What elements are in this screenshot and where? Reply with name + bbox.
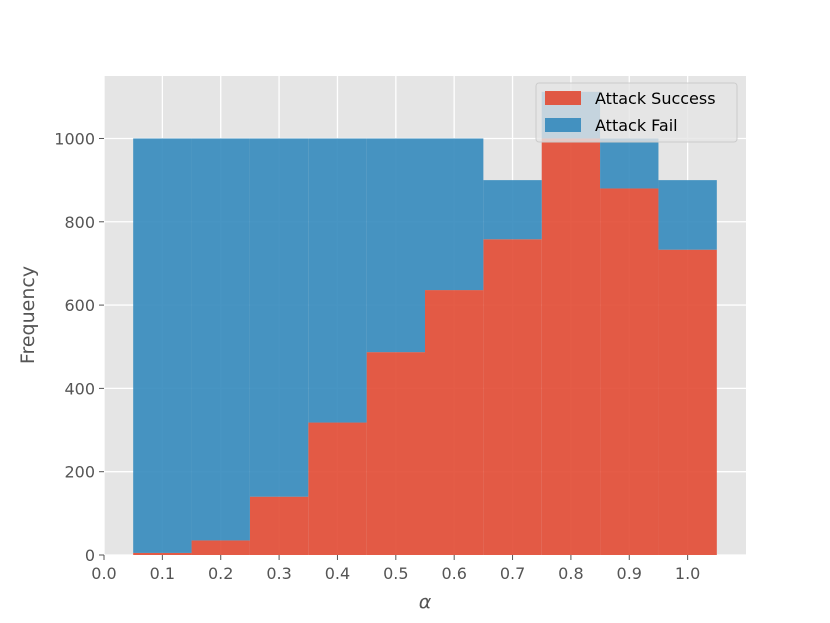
bar-attack-fail [658,180,717,250]
x-tick-label: 0.4 [325,564,350,583]
legend-swatch-attack-fail [545,118,581,132]
y-axis-label: Frequency [17,266,39,364]
bar-attack-success [191,540,250,555]
legend-label-attack-fail: Attack Fail [595,116,678,135]
x-tick-label: 0.9 [617,564,642,583]
bar-attack-fail [249,138,309,497]
bar-attack-success [249,496,309,555]
x-tick-label: 0.0 [91,564,116,583]
bar-attack-success [308,422,367,555]
bar-attack-fail [366,138,425,353]
bar-attack-success [541,138,601,555]
bar-attack-success [133,552,192,555]
bar-attack-success [483,239,542,555]
legend-label-attack-success: Attack Success [595,89,716,108]
y-tick-label: 200 [64,463,95,482]
bar-attack-fail [600,138,659,189]
bar-attack-fail [191,138,250,541]
y-axis-ticks: 0 200 400 600 800 1000 [54,129,104,565]
histogram-bars [133,91,717,555]
x-tick-label: 0.6 [441,564,466,583]
legend: Attack Success Attack Fail [535,82,738,143]
bar-attack-success [658,249,717,555]
x-tick-label: 0.5 [383,564,408,583]
bar-attack-success [425,290,484,555]
x-tick-label: 0.2 [208,564,233,583]
y-tick-label: 0 [85,546,95,565]
y-tick-label: 800 [64,213,95,232]
x-tick-label: 1.0 [675,564,700,583]
legend-swatch-attack-success [545,91,581,105]
y-tick-label: 1000 [54,129,95,148]
y-tick-label: 600 [64,296,95,315]
x-tick-label: 0.1 [150,564,175,583]
x-axis-ticks: 0.0 0.1 0.2 0.3 0.4 0.5 0.6 0.7 0.8 0.9 1.0 [91,555,700,583]
x-tick-label: 0.8 [558,564,583,583]
y-tick-label: 400 [64,379,95,398]
bar-attack-fail [425,138,484,291]
bar-attack-success [600,188,659,555]
bar-attack-fail [308,138,367,423]
bar-attack-success [366,352,425,555]
legend-box [535,82,738,143]
x-tick-label: 0.7 [500,564,525,583]
bar-attack-fail [133,138,192,553]
bar-attack-fail [483,180,542,240]
x-axis-label: α [419,591,432,613]
x-tick-label: 0.3 [266,564,291,583]
